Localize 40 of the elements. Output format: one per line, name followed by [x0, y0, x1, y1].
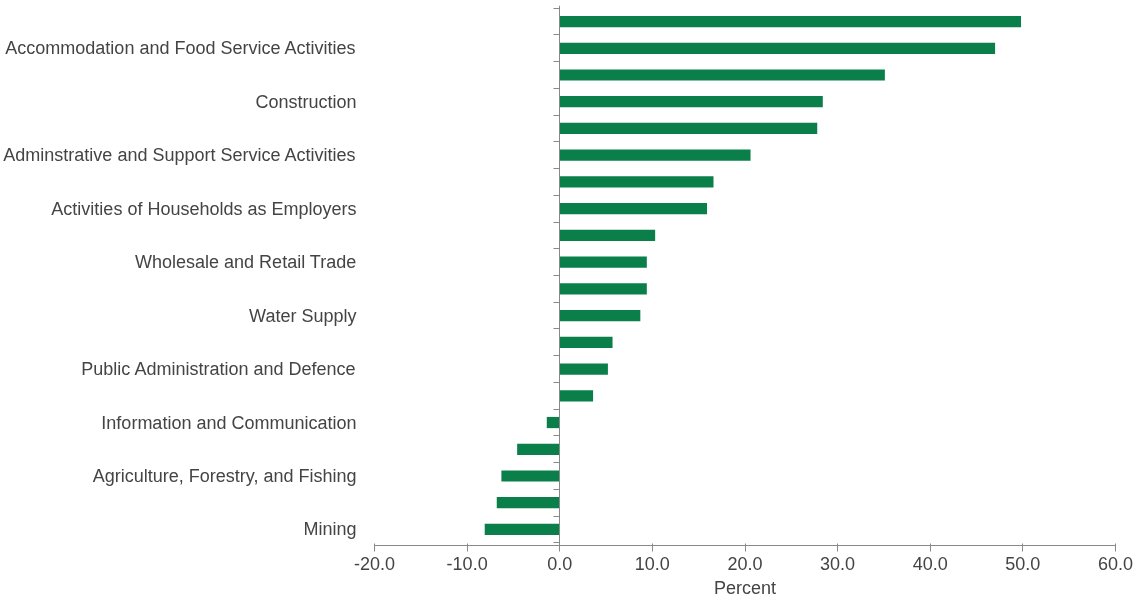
y-tick-label: Information and Communication — [101, 412, 357, 433]
y-tick-label: Public Administration and Defence — [81, 359, 356, 380]
bar — [496, 497, 560, 509]
y-tick-label: Mining — [303, 519, 357, 540]
bar — [559, 283, 647, 295]
bar — [559, 122, 818, 135]
bar — [559, 203, 708, 215]
bar — [559, 149, 751, 161]
x-tick-label: 20.0 — [727, 553, 763, 574]
bar — [559, 363, 608, 375]
y-tick-label: Accommodation and Food Service Activities — [5, 38, 356, 59]
bar — [559, 15, 1022, 28]
x-axis-title: Percent — [713, 577, 777, 598]
bar — [559, 176, 714, 188]
bar — [501, 470, 560, 482]
x-tick-label: 40.0 — [912, 553, 948, 574]
y-tick-label: Adminstrative and Support Service Activities — [3, 145, 356, 166]
x-tick-label: 30.0 — [820, 553, 856, 574]
bar — [559, 96, 823, 108]
bar — [559, 69, 885, 81]
y-tick-label: Construction — [255, 91, 357, 112]
bar — [517, 443, 560, 455]
x-tick-label: 60.0 — [1097, 553, 1134, 574]
x-tick-label: 50.0 — [1005, 553, 1041, 574]
x-tick-label: -10.0 — [446, 553, 488, 574]
bar — [559, 336, 613, 348]
y-tick-label: Agriculture, Forestry, and Fishing — [92, 466, 357, 486]
x-tick-label: 0.0 — [547, 553, 573, 574]
bar — [559, 256, 647, 268]
x-tick-label: -20.0 — [353, 553, 396, 574]
y-tick-label: Water Supply — [249, 305, 357, 326]
bar — [559, 229, 656, 242]
bar — [559, 390, 594, 402]
y-tick-label: Activities of Households as Employers — [51, 198, 357, 219]
bar — [484, 523, 560, 536]
bar — [546, 416, 560, 429]
y-tick-label: Wholesale and Retail Trade — [135, 252, 357, 273]
x-tick-label: 10.0 — [634, 553, 670, 574]
bar — [559, 309, 641, 322]
bar — [559, 42, 996, 54]
